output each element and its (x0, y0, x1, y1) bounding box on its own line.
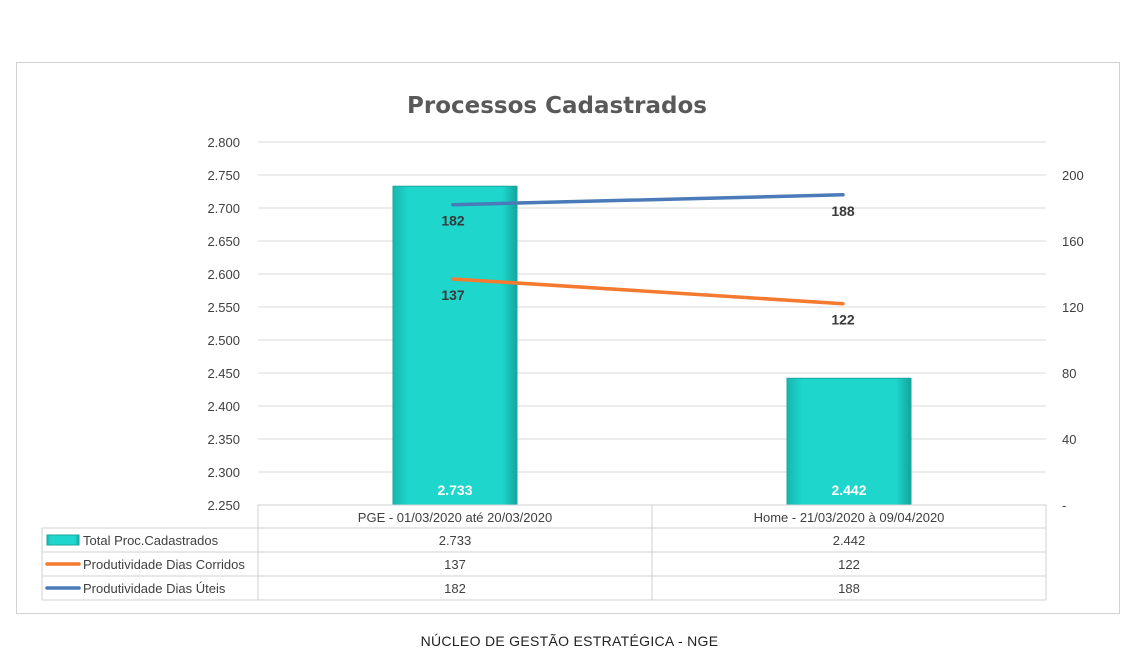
line-data-label: 182 (441, 213, 465, 229)
table-cell-value: 2.733 (439, 533, 472, 548)
x-category-label: Home - 21/03/2020 à 09/04/2020 (754, 510, 945, 525)
legend-label: Total Proc.Cadastrados (83, 533, 219, 548)
y-left-tick-label: 2.400 (207, 399, 240, 414)
y-left-tick-label: 2.800 (207, 135, 240, 150)
y-right-tick-label: 80 (1062, 366, 1076, 381)
bar-data-label: 2.733 (437, 482, 472, 498)
y-right-tick-label: 40 (1062, 432, 1076, 447)
y-left-tick-label: 2.700 (207, 201, 240, 216)
table-cell-value: 2.442 (833, 533, 866, 548)
y-left-tick-label: 2.250 (207, 498, 240, 513)
series-line (451, 277, 845, 306)
table-cell-value: 182 (444, 581, 466, 596)
chart-frame (16, 62, 1120, 614)
y-right-tick-label: 120 (1062, 300, 1084, 315)
y-left-tick-label: 2.750 (207, 168, 240, 183)
legend-label: Produtividade Dias Corridos (83, 557, 245, 572)
y-left-tick-label: 2.500 (207, 333, 240, 348)
bar (786, 377, 912, 506)
bar (392, 185, 518, 506)
y-left-tick-label: 2.550 (207, 300, 240, 315)
y-right-tick-label: 200 (1062, 168, 1084, 183)
bar-data-label: 2.442 (831, 482, 866, 498)
x-category-label: PGE - 01/03/2020 até 20/03/2020 (358, 510, 552, 525)
y-left-tick-label: 2.450 (207, 366, 240, 381)
line-data-label: 122 (831, 312, 855, 328)
table-cell-value: 137 (444, 557, 466, 572)
chart-title: Processos Cadastrados (407, 93, 707, 119)
y-left-tick-label: 2.650 (207, 234, 240, 249)
table-cell-value: 188 (838, 581, 860, 596)
y-right-tick-label: - (1062, 498, 1066, 513)
legend-label: Produtividade Dias Úteis (83, 581, 226, 596)
line-data-label: 188 (831, 203, 855, 219)
footer-caption: NÚCLEO DE GESTÃO ESTRATÉGICA - NGE (420, 633, 719, 649)
table-cell-value: 122 (838, 557, 860, 572)
y-left-tick-label: 2.350 (207, 432, 240, 447)
series-line (451, 193, 845, 207)
y-left-tick-label: 2.300 (207, 465, 240, 480)
y-left-tick-label: 2.600 (207, 267, 240, 282)
y-right-tick-label: 160 (1062, 234, 1084, 249)
legend-key-bar (46, 534, 80, 546)
line-data-label: 137 (441, 287, 465, 303)
